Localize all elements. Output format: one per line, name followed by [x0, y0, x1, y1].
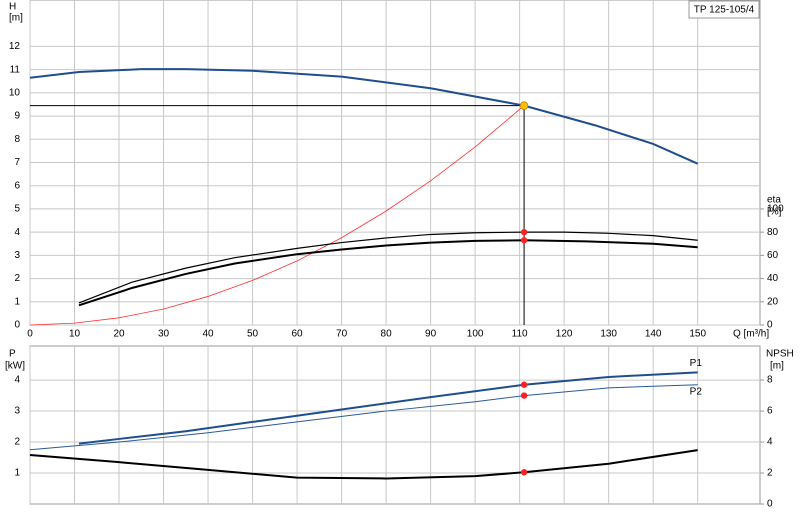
series-line [78, 371, 698, 445]
y-tick-label: 0 [14, 320, 20, 331]
duty-marker [520, 392, 528, 399]
x-tick-label: 140 [645, 329, 662, 340]
x-tick-label: 130 [600, 329, 617, 340]
x-tick-label: 90 [425, 329, 437, 340]
y-axis-unit: [m] [9, 13, 23, 24]
y-tick-label: 6 [14, 180, 20, 191]
x-axis-label: Q [m³/h] [733, 329, 769, 340]
plot-layer: 0 10 20 30 40 50 60 70 80 90 100 110 120 130 140 150012… [9, 0, 784, 510]
x-tick-label: 30 [158, 329, 170, 340]
bottom-plot-frame [29, 345, 761, 505]
x-tick-label: 120 [556, 329, 573, 340]
legend-label: P1 [690, 358, 703, 369]
duty-marker [520, 469, 528, 476]
y2-axis-label: eta [767, 195, 781, 206]
y-tick-label: 5 [14, 204, 20, 215]
x-tick-label: 80 [381, 329, 393, 340]
series-line [29, 68, 699, 165]
y2-tick-label: 4 [767, 437, 773, 448]
y-tick-label: 4 [14, 375, 20, 386]
x-tick-label: 0 [27, 329, 33, 340]
x-tick-label: 20 [113, 329, 125, 340]
y-axis-unit: [kW] [5, 361, 25, 372]
y2-axis-unit: [%] [767, 207, 782, 218]
y-tick-label: 10 [9, 87, 21, 98]
y2-tick-label: 2 [767, 468, 773, 479]
x-tick-label: 150 [689, 329, 706, 340]
x-tick-label: 60 [292, 329, 304, 340]
y2-axis-unit: [m] [770, 361, 784, 372]
y2-tick-label: 8 [767, 375, 773, 386]
y-tick-label: 8 [14, 134, 20, 145]
series-line [78, 231, 698, 304]
y2-tick-label: 100 [767, 204, 784, 215]
y-axis-label: P [9, 349, 16, 360]
series-line [78, 239, 698, 307]
y-tick-label: 9 [14, 111, 20, 122]
x-tick-label: 70 [336, 329, 348, 340]
duty-marker [520, 237, 528, 244]
series-line [29, 105, 525, 326]
y2-tick-label: 6 [767, 406, 773, 417]
chart-title: TP 125-105/4 [694, 5, 755, 16]
y-tick-label: 11 [10, 64, 21, 75]
y-tick-label: 2 [14, 273, 20, 284]
duty-marker [520, 381, 528, 388]
y-tick-label: 3 [14, 250, 20, 261]
title-box [688, 0, 760, 19]
x-tick-label: 100 [467, 329, 484, 340]
x-tick-label: 40 [202, 329, 214, 340]
y2-tick-label: 20 [767, 296, 779, 307]
y-tick-label: 2 [14, 437, 20, 448]
duty-marker [520, 228, 528, 236]
y2-axis-label: NPSH [766, 349, 794, 360]
y2-tick-label: 0 [767, 320, 773, 331]
y-axis-label: H [9, 2, 16, 13]
y-tick-label: 1 [14, 296, 20, 307]
y-tick-label: 7 [14, 157, 20, 168]
y-tick-label: 1 [14, 468, 20, 479]
y-tick-label: 12 [9, 41, 21, 52]
x-tick-label: 50 [247, 329, 259, 340]
y2-tick-label: 0 [767, 499, 773, 510]
y2-tick-label: 60 [767, 250, 779, 261]
series-line [29, 384, 698, 451]
duty-point [519, 101, 529, 110]
y-tick-label: 4 [14, 227, 20, 238]
y2-tick-label: 40 [767, 273, 779, 284]
legend-label: P2 [690, 386, 703, 397]
series-line [29, 449, 698, 480]
y-tick-label: 3 [14, 406, 20, 417]
x-tick-label: 10 [69, 329, 81, 340]
x-tick-label: 110 [512, 329, 528, 340]
y2-tick-label: 80 [767, 227, 779, 238]
